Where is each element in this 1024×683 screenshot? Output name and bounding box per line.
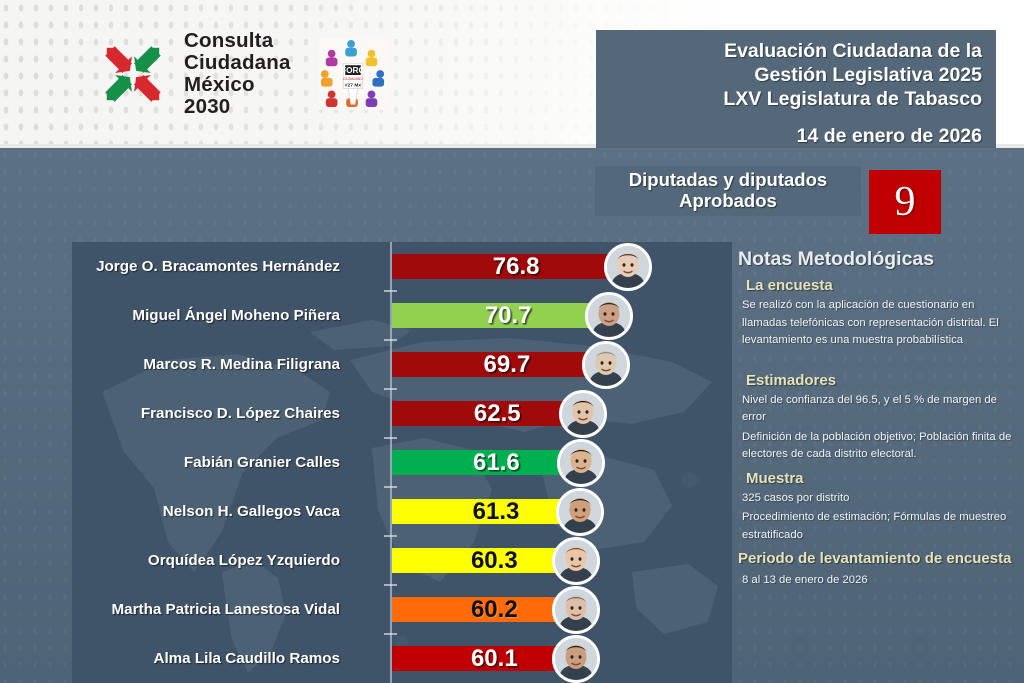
axis-tick [384,290,397,292]
legislator-avatar [552,635,600,683]
score-value-label: 62.5 [473,399,521,427]
score-value-label: 60.3 [470,546,518,574]
notes-paragraph: Se realizó con la aplicación de cuestion… [742,299,999,346]
svg-text:#27 Mx: #27 Mx [345,83,361,89]
brand-logo-block: Consulta Ciudadana México 2030 [96,29,387,119]
legislator-name: Jorge O. Bracamontes Hernández [96,258,340,275]
title-line-3: LXV Legislatura de Tabasco [723,87,982,110]
score-bar [392,303,613,328]
legislator-avatar [585,292,633,340]
legislator-avatar [582,341,630,389]
score-bar [392,352,610,377]
title-line-2: Gestión Legislativa 2025 [754,63,982,86]
score-bar [392,499,584,524]
notes-paragraph: 325 casos por distrito [742,491,850,504]
approved-count-badge: 9 [869,170,941,234]
chart-rows-container: Jorge O. Bracamontes Hernández 76.8 Miguel… [72,242,732,683]
chart-row: Nelson H. Gallegos Vaca 61.3 [72,487,732,536]
legislator-avatar [557,439,605,487]
chart-row: Jorge O. Bracamontes Hernández 76.8 [72,242,732,291]
notes-spacer [736,352,1018,366]
chart-row: Miguel Ángel Moheno Piñera 70.7 [72,291,732,340]
title-date: 14 de enero de 2026 [796,125,982,148]
score-value-label: 61.6 [473,448,520,476]
legislator-name: Orquídea López Yzquierdo [147,552,340,569]
legislator-avatar [556,488,604,536]
legislator-name: Miguel Ángel Moheno Piñera [132,307,340,324]
approved-banner-line-1: Diputadas y diputados [628,169,828,191]
score-value-label: 60.2 [470,595,518,623]
legislator-name: Marcos R. Medina Filigrana [143,356,340,373]
chart-axis-line [390,242,392,683]
score-value-label: 69.7 [483,350,531,378]
legislator-avatar [604,243,652,291]
legislator-avatar [559,390,607,438]
chart-row: Alma Lila Caudillo Ramos 60.1 [72,634,732,683]
notes-body: La encuesta Se realizó con la aplicación … [736,277,1018,589]
approved-banner-line-2: Aprobados [679,190,777,211]
brand-line-4: 2030 [184,95,231,119]
brand-line-1: Consulta [184,29,274,52]
score-bar [392,597,580,622]
score-bar [392,254,632,279]
legislator-name: Nelson H. Gallegos Vaca [162,503,340,520]
notes-paragraph: Definición de la población objetivo; Pob… [742,430,1012,461]
score-bar [392,548,580,573]
consulta-ciudadana-logo-icon [96,37,170,111]
notes-paragraph: Nivel de confianza del 96.5, y el 5 % de… [742,393,997,424]
notes-section-heading: Muestra [746,469,804,487]
chart-row: Martha Patricia Lanestosa Vidal 60.2 [72,585,732,634]
axis-tick [384,388,397,390]
score-value-label: 70.7 [484,301,532,329]
axis-tick [384,633,397,635]
axis-tick [384,339,397,341]
notes-section-heading: La encuesta [746,277,833,294]
foro-logo-icon: FORO CIUDADANO #27 Mx [318,38,387,111]
chart-row: Francisco D. López Chaires 62.5 [72,389,732,438]
legislator-avatar [552,537,600,585]
notes-section-heading: Periodo de levantamiento de encuesta [738,550,1012,567]
notes-paragraph: 8 al 13 de enero de 2026 [742,573,868,586]
svg-text:FORO: FORO [341,66,365,75]
score-value-label: 60.1 [470,644,518,672]
svg-text:CIUDADANO: CIUDADANO [343,77,363,81]
methodological-notes-panel: Notas Metodológicas La encuesta Se realiz… [736,248,1018,683]
brand-line-3: México [184,73,255,97]
legislator-name: Alma Lila Caudillo Ramos [153,650,340,667]
legislator-name: Fabián Granier Calles [183,454,340,471]
ranking-bar-chart: Jorge O. Bracamontes Hernández 76.8 Miguel… [72,242,732,683]
legislator-avatar [552,586,600,634]
score-bar [392,450,585,475]
chart-row: Marcos R. Medina Filigrana 69.7 [72,340,732,389]
notes-title: Notas Metodológicas [738,248,935,270]
title-line-1: Evaluación Ciudadana de la [724,40,982,62]
axis-tick [384,535,397,537]
brand-line-2: Ciudadana [184,51,291,75]
slide-body: Diputadas y diputados Aprobados 9 Jorge … [0,148,1024,683]
notes-section-heading: Estimadores [746,371,837,389]
legislator-name: Martha Patricia Lanestosa Vidal [111,601,340,618]
axis-tick [384,584,397,586]
score-bar [392,401,587,426]
score-value-label: 61.3 [472,497,520,525]
page-header: Consulta Ciudadana México 2030 [0,0,1024,148]
approved-banner: Diputadas y diputados Aprobados [595,166,861,216]
score-bar [392,646,580,671]
axis-tick [384,486,397,488]
presentation-title-box: Evaluación Ciudadana de la Gestión Legis… [596,30,996,148]
brand-wordmark: Consulta Ciudadana México 2030 [184,29,291,119]
legislator-name: Francisco D. López Chaires [140,405,340,422]
chart-row: Fabián Granier Calles 61.6 [72,438,732,487]
notes-paragraph: Procedimiento de estimación; Fórmulas de… [742,511,1007,541]
score-value-label: 76.8 [492,252,540,280]
axis-tick [384,437,397,439]
header-bottom-divider [0,144,1024,148]
chart-row: Orquídea López Yzquierdo 60.3 [72,536,732,585]
